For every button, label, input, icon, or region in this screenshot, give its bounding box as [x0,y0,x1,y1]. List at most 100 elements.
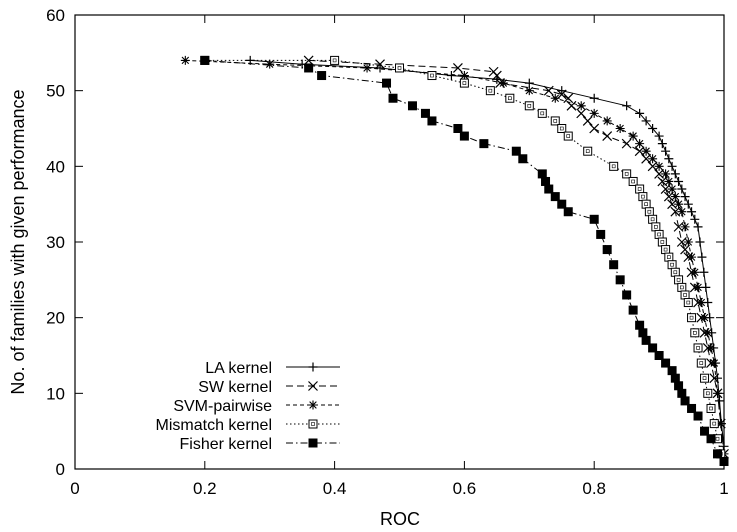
data-point [635,108,645,118]
y-tick-label: 30 [46,233,65,252]
data-point [635,139,645,149]
data-point-inner [676,278,681,282]
data-point-inner [654,225,658,229]
y-tick-label: 0 [56,460,65,479]
data-point-inner [696,346,700,350]
data-point [576,101,586,111]
data-point [550,93,560,103]
data-point [709,373,720,384]
y-tick-label: 10 [46,384,65,403]
data-point-inner [566,134,571,138]
data-point [635,320,645,330]
data-point-inner [650,217,655,222]
data-point [317,71,327,81]
data-point-inner [527,104,532,108]
data-point [537,169,547,179]
data-point-inner [585,149,590,153]
data-point [589,93,599,103]
data-point [677,388,687,398]
data-point [677,184,687,194]
data-point [596,229,606,239]
data-point [706,434,716,444]
data-point [566,100,577,111]
data-point [696,298,706,308]
data-point [693,411,703,421]
data-point-inner [712,421,717,426]
data-point [674,176,684,186]
data-point [687,252,697,262]
data-point [648,154,658,164]
legend-marker-inner [311,422,315,426]
data-point [654,161,664,171]
data-point-inner [637,187,642,191]
data-point-inner [611,164,616,169]
data-point [628,131,638,141]
data-point [453,124,463,133]
data-point [680,396,690,406]
data-point [452,63,463,73]
data-point [589,108,599,118]
series-mismatch-kernel [200,55,729,466]
data-point [677,207,687,217]
data-point [576,108,587,119]
data-point-inner [641,194,645,199]
data-point-inner [624,172,629,176]
data-point-inner [667,255,671,259]
x-tick-label: 0.6 [453,479,477,498]
data-point-inner [705,391,710,396]
y-tick-label: 60 [46,6,65,25]
data-point [693,222,703,232]
data-point [641,146,651,156]
legend-marker [308,438,318,448]
data-point [690,267,700,277]
data-point [674,381,684,391]
data-point-inner [397,66,402,70]
series-layer [180,55,729,466]
legend-marker [308,400,318,410]
data-point [700,313,710,323]
data-point [657,139,667,149]
data-point [674,199,684,209]
legend-marker [308,362,318,372]
data-point-inner [692,330,697,335]
data-point-inner [673,270,678,275]
series-line [250,59,725,447]
data-point-inner [540,111,545,116]
data-point [420,108,430,118]
data-point [446,71,456,81]
data-point [680,192,690,202]
data-point [670,192,680,202]
data-point [690,214,700,224]
data-point [524,86,534,96]
x-tick-label: 0.4 [323,479,347,498]
data-point-inner [332,58,337,63]
legend-label: Fisher kernel [180,436,272,453]
data-point [714,396,724,406]
data-point-inner [644,202,648,206]
data-point-inner [508,96,512,101]
data-point [459,71,469,81]
data-point-inner [709,406,713,411]
data-point [716,419,726,429]
y-tick-label: 20 [46,309,65,328]
legend-marker [308,381,318,391]
data-point [654,131,664,141]
data-point [709,358,719,368]
data-point [304,63,314,73]
data-point-inner [663,247,668,252]
data-point [648,124,658,133]
data-point [615,275,625,285]
data-point [388,93,398,103]
data-point [687,207,697,217]
data-point [667,184,677,194]
data-point [648,343,658,353]
data-point [407,101,417,111]
data-point [459,131,469,141]
data-point-inner [680,285,684,290]
data-point [622,101,632,111]
data-point [491,70,502,81]
data-point-inner [559,126,564,131]
data-point [541,176,551,186]
